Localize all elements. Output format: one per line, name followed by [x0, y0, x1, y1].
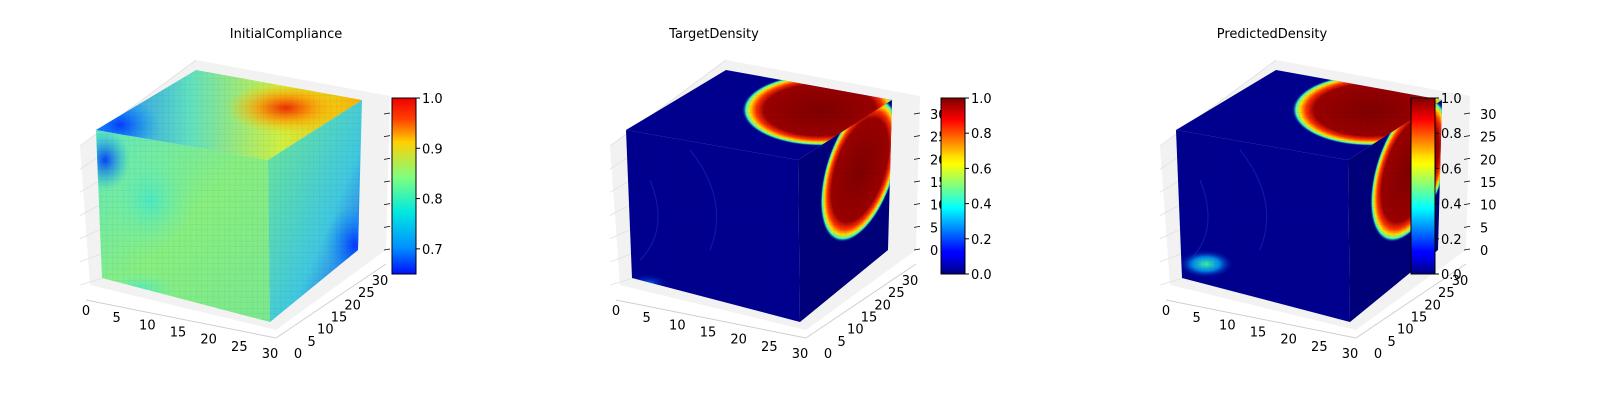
colorbar-tick-label: 1.0	[422, 92, 443, 107]
z-axis-ticks	[383, 112, 391, 251]
y-tick-label: 0	[824, 347, 832, 362]
y-tick-label: 5	[1388, 335, 1396, 350]
z-axis-ticks: 0 5 10 15 20 25 30	[1463, 108, 1497, 259]
x-tick-label: 0	[82, 304, 90, 319]
y-tick-label: 15	[1411, 311, 1428, 326]
z-tick-label: 0	[930, 244, 938, 259]
x-tick-label: 5	[113, 311, 121, 326]
colorbar-tick-label: 0.6	[971, 162, 992, 177]
x-tick-label: 15	[170, 326, 187, 341]
colorbar-tick-label: 0.6	[1441, 162, 1462, 177]
colorbar-tick-label: 0.4	[1441, 198, 1462, 213]
x-tick-label: 0	[1162, 304, 1170, 319]
y-tick-label: 0	[294, 347, 302, 362]
colorbar-tick-label: 0.4	[971, 198, 992, 213]
z-tick-label: 5	[930, 221, 938, 236]
panel-title: PredictedDensity	[1217, 27, 1328, 42]
x-axis-ticks: 0 5 10 15 20 25 30	[82, 304, 278, 362]
x-tick-label: 5	[1193, 311, 1201, 326]
x-tick-label: 30	[262, 347, 279, 362]
y-tick-label: 30	[372, 274, 389, 289]
x-tick-label: 30	[1342, 347, 1359, 362]
z-tick-label: 0	[1480, 244, 1488, 259]
x-tick-label: 25	[761, 340, 778, 355]
x-axis-ticks: 0 5 10 15 20 25 30	[1162, 304, 1358, 362]
colorbar-tick-label: 0.8	[1441, 127, 1462, 142]
z-tick-label: 5	[1480, 221, 1488, 236]
colorbar-tick-label: 0.0	[971, 268, 992, 283]
y-tick-label: 20	[874, 298, 891, 313]
y-tick-label: 20	[1424, 298, 1441, 313]
y-tick-label: 10	[317, 323, 334, 338]
colorbar-tick-label: 0.0	[1441, 268, 1462, 283]
colorbar-tick-label: 0.8	[971, 127, 992, 142]
y-tick-label: 10	[847, 323, 864, 338]
y-tick-label: 25	[1438, 286, 1455, 301]
x-axis-ticks: 0 5 10 15 20 25 30	[612, 304, 808, 362]
x-tick-label: 20	[730, 333, 747, 348]
colorbar: 0.7 0.8 0.9 1.0	[391, 92, 443, 275]
colorbar-tick-label: 0.8	[422, 193, 443, 208]
colorbar-gradient	[391, 97, 417, 275]
panel-title: InitialCompliance	[230, 27, 343, 42]
z-tick-label: 15	[1480, 176, 1497, 191]
z-tick-label: 25	[1480, 131, 1497, 146]
x-tick-label: 10	[1219, 318, 1236, 333]
y-tick-label: 25	[358, 286, 375, 301]
y-tick-label: 5	[308, 335, 316, 350]
x-tick-label: 20	[1280, 333, 1297, 348]
colorbar-tick-label: 0.7	[422, 243, 443, 258]
x-tick-label: 25	[231, 340, 248, 355]
colorbar-tick-label: 0.2	[1441, 233, 1462, 248]
y-tick-label: 20	[344, 298, 361, 313]
x-tick-label: 10	[139, 318, 156, 333]
y-tick-label: 30	[1452, 274, 1469, 289]
panel-title: TargetDensity	[668, 27, 759, 42]
colorbar-tick-label: 0.2	[971, 233, 992, 248]
x-tick-label: 10	[669, 318, 686, 333]
z-tick-label: 10	[1480, 199, 1497, 214]
colorbar: 0.0 0.2 0.4 0.6 0.8 1.0	[940, 92, 992, 283]
colorbar: 0.0 0.2 0.4 0.6 0.8 1.0	[1410, 92, 1462, 283]
y-tick-label: 30	[902, 274, 919, 289]
y-tick-label: 5	[838, 335, 846, 350]
z-tick-label: 20	[1480, 153, 1497, 168]
x-tick-label: 25	[1311, 340, 1328, 355]
y-tick-label: 15	[331, 311, 348, 326]
x-tick-label: 5	[643, 311, 651, 326]
x-tick-label: 20	[200, 333, 217, 348]
y-tick-label: 10	[1397, 323, 1414, 338]
x-tick-label: 0	[612, 304, 620, 319]
y-tick-label: 0	[1374, 347, 1382, 362]
colorbar-tick-label: 1.0	[1441, 92, 1462, 107]
x-tick-label: 15	[1250, 326, 1267, 341]
y-tick-label: 25	[888, 286, 905, 301]
colorbar-tick-label: 1.0	[971, 92, 992, 107]
x-tick-label: 15	[700, 326, 717, 341]
z-tick-label: 30	[1480, 108, 1497, 123]
x-tick-label: 30	[792, 347, 809, 362]
colorbar-tick-label: 0.9	[422, 142, 443, 157]
colorbar-gradient	[1410, 97, 1436, 275]
colorbar-gradient	[940, 97, 966, 275]
y-tick-label: 15	[861, 311, 878, 326]
